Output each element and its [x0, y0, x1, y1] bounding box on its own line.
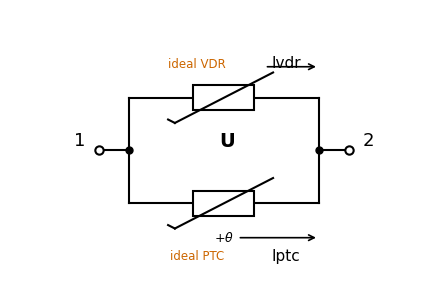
- Text: ideal VDR: ideal VDR: [168, 58, 226, 71]
- Text: U: U: [219, 132, 235, 151]
- Text: 2: 2: [362, 132, 374, 150]
- Bar: [194, 191, 254, 216]
- Text: $+ \theta$: $+ \theta$: [214, 231, 234, 245]
- Text: Iptc: Iptc: [271, 249, 300, 263]
- Text: ideal PTC: ideal PTC: [170, 249, 224, 263]
- Bar: [194, 85, 254, 110]
- Text: Ivdr: Ivdr: [271, 56, 301, 71]
- Text: 1: 1: [74, 132, 86, 150]
